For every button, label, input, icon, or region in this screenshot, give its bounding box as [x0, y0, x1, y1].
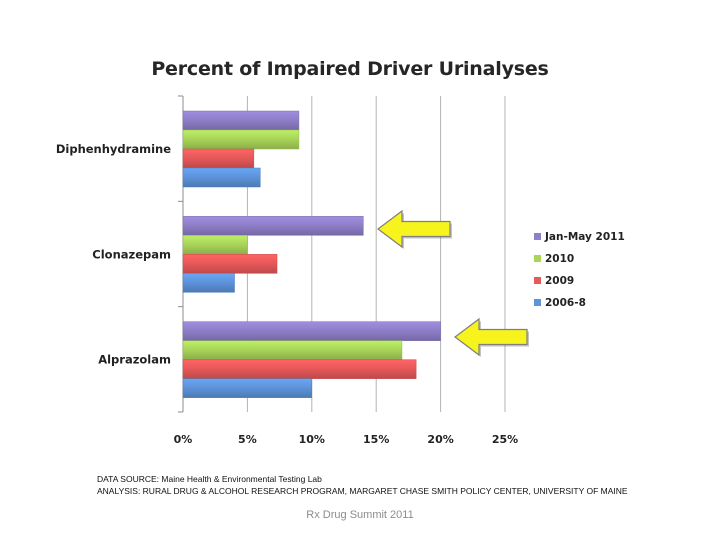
x-tick-label: 20% [427, 433, 453, 446]
legend-swatch [534, 255, 541, 262]
bar [182, 340, 403, 360]
bar [182, 129, 300, 150]
bar [182, 110, 300, 131]
bar [182, 378, 313, 398]
bar [182, 359, 417, 379]
x-tick-label: 5% [238, 433, 257, 446]
legend-swatch [534, 299, 541, 306]
data-source-line: DATA SOURCE: Maine Health & Environmenta… [97, 474, 322, 484]
category-label: Alprazolam [98, 353, 171, 367]
bar [182, 216, 364, 236]
annotation-arrow-icon [377, 209, 451, 249]
footer-text: Rx Drug Summit 2011 [306, 509, 414, 521]
legend-label: 2010 [545, 253, 574, 265]
x-tick-label: 15% [363, 433, 389, 446]
category-label: Diphenhydramine [56, 142, 171, 156]
x-tick-label: 10% [299, 433, 325, 446]
category-label: Clonazepam [92, 247, 171, 261]
bar [182, 321, 441, 341]
annotation-arrow-icon [454, 317, 528, 357]
legend-swatch [534, 277, 541, 284]
bar [182, 167, 261, 188]
bar [182, 148, 255, 169]
analysis-line: ANALYSIS: RURAL DRUG & ALCOHOL RESEARCH … [97, 486, 628, 496]
chart-title: Percent of Impaired Driver Urinalyses [151, 58, 549, 80]
legend-swatch [534, 233, 541, 240]
legend-label: 2009 [545, 275, 574, 287]
bar [182, 254, 278, 274]
source-note: DATA SOURCE: Maine Health & Environmenta… [97, 473, 628, 497]
bar [182, 235, 248, 255]
x-tick-label: 25% [492, 433, 518, 446]
legend-label: Jan-May 2011 [544, 231, 625, 243]
x-tick-label: 0% [174, 433, 193, 446]
legend-label: 2006-8 [545, 297, 586, 309]
bar [182, 273, 235, 293]
